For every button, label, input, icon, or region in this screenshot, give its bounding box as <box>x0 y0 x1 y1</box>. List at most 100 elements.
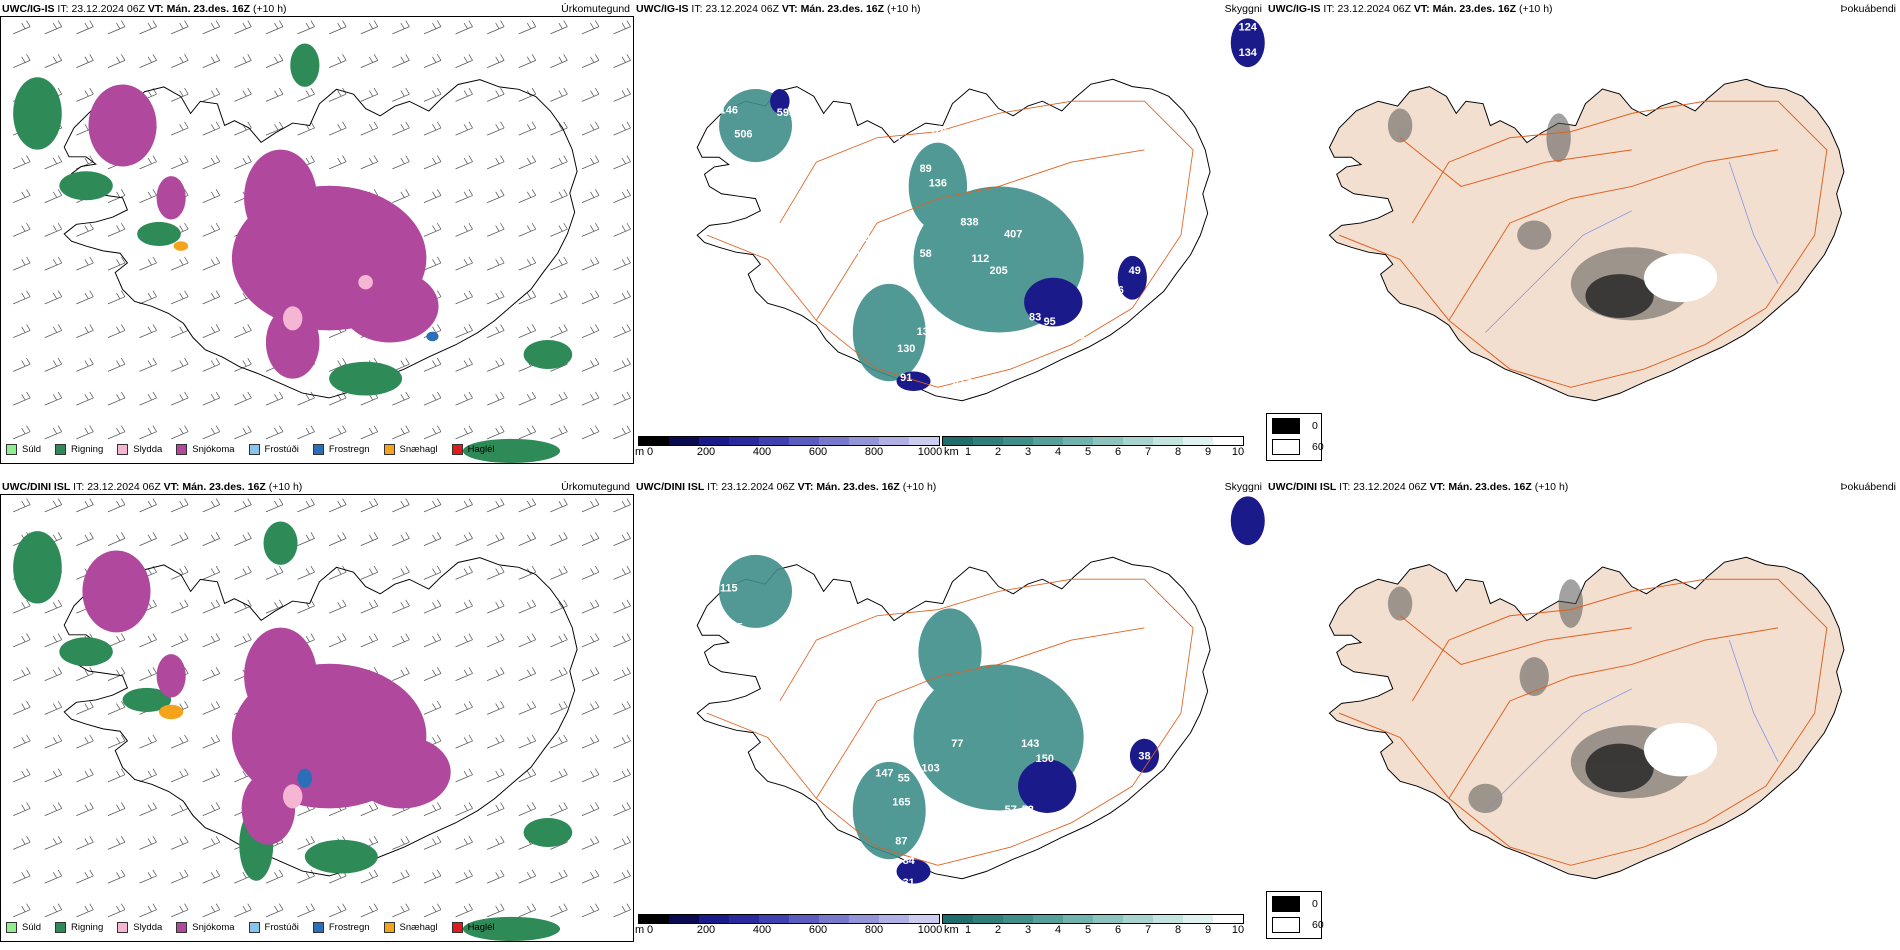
wind-barb <box>487 425 505 440</box>
wind-barb <box>487 87 505 102</box>
visibility-colorbar <box>942 436 1244 446</box>
wind-barb <box>265 565 284 580</box>
wind-barb <box>297 835 315 850</box>
visibility-value-label: 84 <box>966 338 979 350</box>
wind-barb <box>455 734 473 749</box>
wind-barb <box>139 357 157 372</box>
wind-barb <box>487 835 505 850</box>
wind-barb <box>518 222 537 237</box>
swatch <box>117 444 129 455</box>
wind-barb <box>171 599 189 614</box>
wind-barb <box>44 700 63 715</box>
wind-barb <box>107 357 126 372</box>
height-colorbar <box>638 914 940 924</box>
wind-barb <box>550 869 568 884</box>
wind-barb <box>76 155 94 170</box>
visibility-value-label: 136 <box>929 177 947 189</box>
wind-barb <box>329 54 347 68</box>
wind-barb <box>455 256 473 271</box>
wind-barb <box>329 498 347 513</box>
wind-barb <box>518 667 537 681</box>
wind-barb <box>107 290 126 305</box>
wind-barb <box>171 357 189 372</box>
wind-barb <box>329 20 347 35</box>
wind-barb <box>107 324 126 338</box>
wind-barb <box>360 155 379 170</box>
visibility-title: Skyggni <box>1224 481 1262 493</box>
wind-barb <box>455 425 473 440</box>
wind-barb <box>329 532 347 546</box>
visibility-ticks: 1 2 3 4 5 6 7 8 9 10 <box>964 446 1245 458</box>
wind-barb <box>265 391 284 406</box>
wind-barb <box>613 357 631 372</box>
wind-barb <box>518 121 537 136</box>
precip-legend: Súld Rigning Slydda Snjókoma Frostúði Fr… <box>6 444 495 455</box>
wind-barb <box>107 903 126 918</box>
wind-barb <box>202 802 221 816</box>
visibility-value-label: 95 <box>1044 316 1056 328</box>
wind-barb <box>423 222 442 237</box>
wind-barb <box>139 324 157 338</box>
visibility-value-label: 77 <box>932 409 944 421</box>
wind-barb <box>550 734 568 749</box>
wind-barb <box>139 256 157 271</box>
wind-barb <box>518 903 537 918</box>
wind-barb <box>613 20 631 35</box>
wind-barb <box>139 903 157 918</box>
wind-barb <box>613 599 631 614</box>
wind-barb <box>455 802 473 816</box>
wind-barb <box>76 20 94 35</box>
wind-barb <box>202 565 221 580</box>
wind-barb <box>202 54 221 68</box>
visibility-value-label: 89 <box>920 163 932 175</box>
wind-barb <box>107 768 126 783</box>
wind-barb <box>613 54 631 68</box>
wind-barb <box>455 903 473 918</box>
wind-barb <box>297 425 315 440</box>
visibility-value-label: 146 <box>858 233 876 245</box>
wind-barb <box>107 700 126 715</box>
precip-map <box>13 20 631 463</box>
fog-panel-row2: UWC/DINI ISL IT: 23.12.2024 06Z VT: Mán.… <box>1266 478 1900 948</box>
wind-barb <box>392 121 410 136</box>
wind-barb <box>392 532 410 546</box>
wind-barb <box>487 667 505 681</box>
wind-barb <box>518 700 537 715</box>
wind-barb <box>455 869 473 884</box>
wind-barb <box>613 633 631 648</box>
wind-barb <box>392 54 410 68</box>
legend-item-slydda: Slydda <box>117 922 162 933</box>
wind-barb <box>487 734 505 749</box>
legend-item-sudl: Súld <box>6 444 41 455</box>
wind-barb <box>550 189 568 203</box>
wind-barb <box>234 565 252 580</box>
wind-barb <box>550 802 568 816</box>
wind-barb <box>581 498 600 513</box>
wind-barb <box>360 121 379 136</box>
wind-barb <box>550 700 568 715</box>
wind-barb <box>44 189 63 203</box>
swatch <box>451 922 463 933</box>
wind-barb <box>613 256 631 271</box>
legend-item-snaehagl: Snæhagl <box>383 922 438 933</box>
wind-barb <box>107 20 126 35</box>
wind-barb <box>202 324 221 338</box>
wind-barb <box>297 20 315 35</box>
wind-barb <box>550 324 568 338</box>
wind-barb <box>392 425 410 440</box>
wind-barb <box>329 155 347 170</box>
visibility-value-label: 115 <box>720 582 738 594</box>
wind-barb <box>76 498 94 513</box>
wind-barb <box>613 222 631 237</box>
wind-barb <box>107 835 126 850</box>
wind-barb <box>76 391 94 406</box>
wind-barb <box>487 498 505 513</box>
wind-barb <box>455 700 473 715</box>
wind-barb <box>581 324 600 338</box>
wind-barb <box>13 835 31 850</box>
wind-barb <box>392 599 410 614</box>
wind-barb <box>613 734 631 749</box>
fog-panel-row1: UWC/IG-IS IT: 23.12.2024 06Z VT: Mán. 23… <box>1266 0 1900 470</box>
wind-barb <box>550 498 568 513</box>
visibility-value-label: 218 <box>895 136 913 148</box>
